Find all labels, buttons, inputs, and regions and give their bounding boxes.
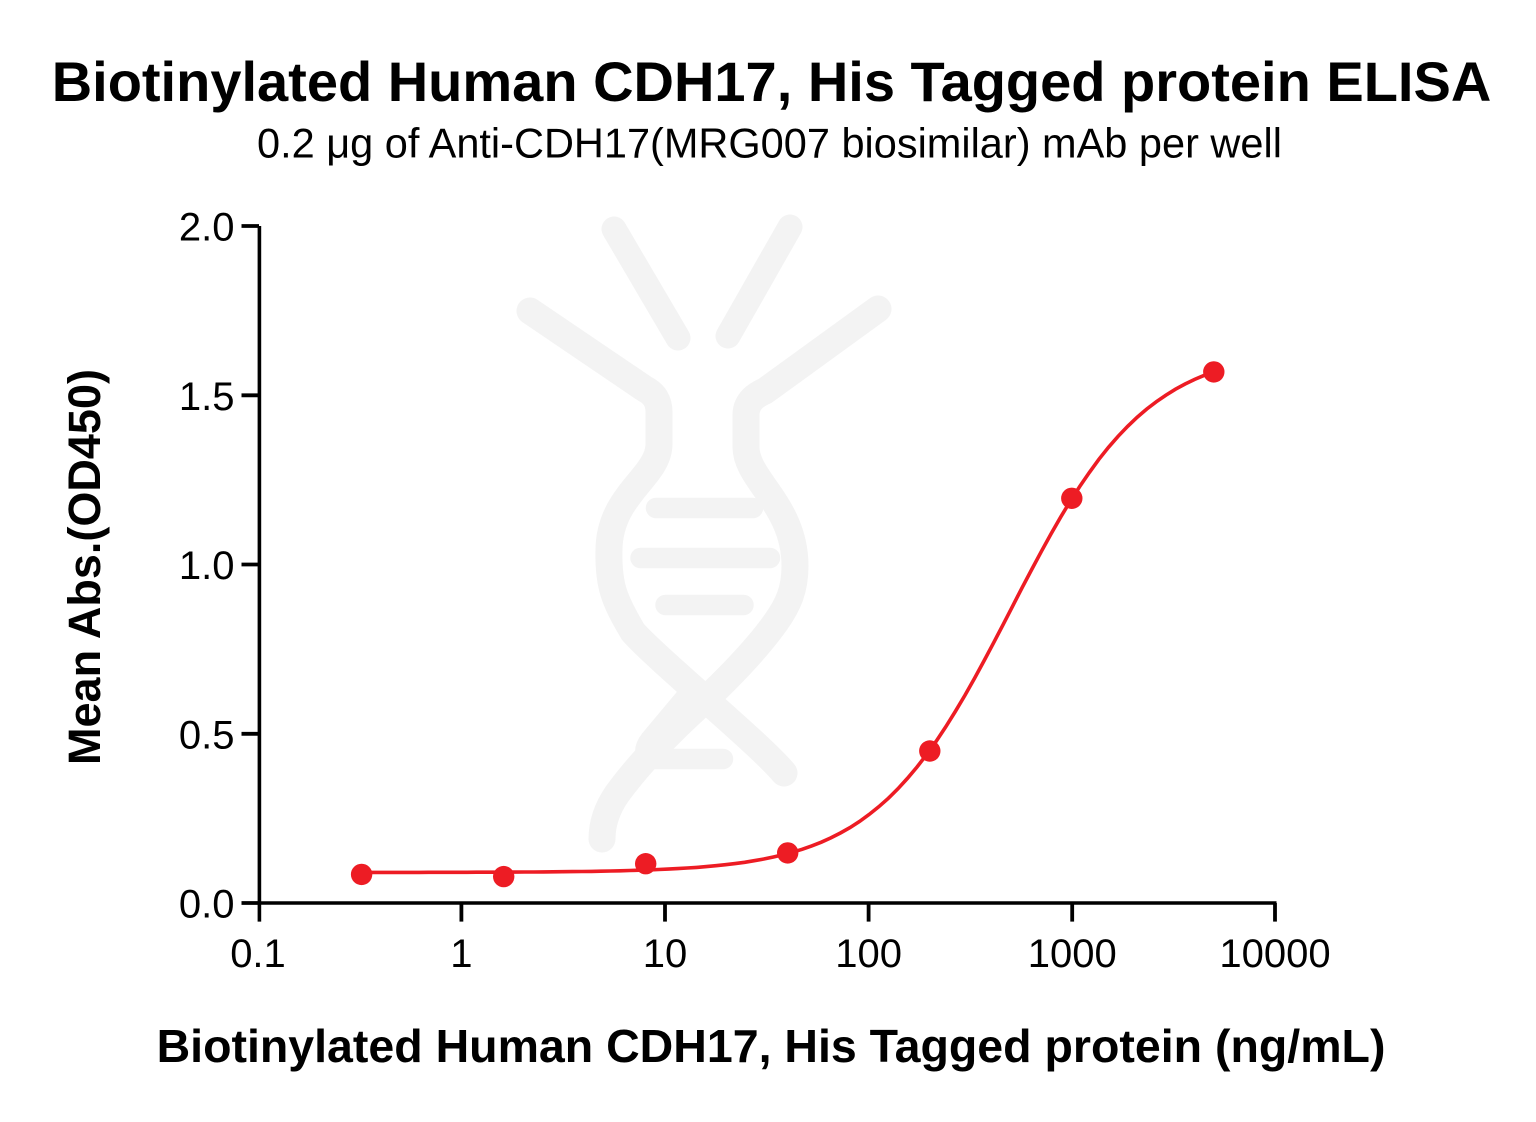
svg-text:0.5: 0.5 bbox=[179, 713, 235, 757]
svg-text:1000: 1000 bbox=[1028, 932, 1117, 976]
svg-text:0.1: 0.1 bbox=[230, 932, 286, 976]
svg-text:1.0: 1.0 bbox=[179, 544, 235, 588]
svg-text:10: 10 bbox=[643, 932, 688, 976]
svg-text:100: 100 bbox=[835, 932, 902, 976]
svg-text:Biotinylated Human CDH17, His: Biotinylated Human CDH17, His Tagged pro… bbox=[52, 50, 1492, 113]
svg-text:Mean Abs.(OD450): Mean Abs.(OD450) bbox=[59, 369, 110, 765]
svg-text:1.5: 1.5 bbox=[179, 375, 235, 419]
svg-text:Biotinylated Human CDH17, His: Biotinylated Human CDH17, His Tagged pro… bbox=[157, 1020, 1386, 1072]
svg-text:0.2 μg of Anti-CDH17(MRG007 bi: 0.2 μg of Anti-CDH17(MRG007 biosimilar) … bbox=[257, 120, 1282, 167]
svg-text:1: 1 bbox=[450, 932, 472, 976]
svg-text:2.0: 2.0 bbox=[179, 206, 235, 250]
svg-text:0.0: 0.0 bbox=[179, 883, 235, 927]
svg-text:10000: 10000 bbox=[1219, 932, 1330, 976]
